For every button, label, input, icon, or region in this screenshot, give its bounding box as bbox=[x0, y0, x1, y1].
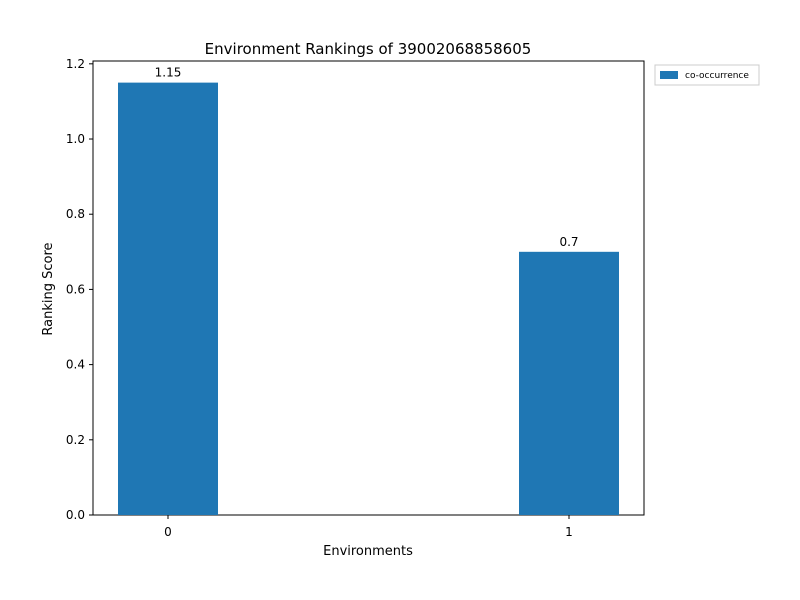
y-axis-label: Ranking Score bbox=[41, 242, 56, 335]
x-tick-label: 1 bbox=[565, 525, 573, 539]
y-tick-label: 0.2 bbox=[66, 433, 85, 447]
x-tick-label: 0 bbox=[164, 525, 172, 539]
y-tick-label: 0.6 bbox=[66, 282, 85, 296]
y-tick-label: 0.8 bbox=[66, 207, 85, 221]
bar bbox=[118, 82, 218, 515]
legend-label: co-occurrence bbox=[685, 71, 749, 81]
y-tick-label: 0.4 bbox=[66, 358, 85, 372]
y-tick-label: 1.0 bbox=[66, 132, 85, 146]
plot-area: 0.0 0.2 0.4 0.6 0.8 1.0 1.2 1.15 0 0.7 1 bbox=[66, 57, 645, 539]
y-tick-label: 1.2 bbox=[66, 57, 85, 71]
legend-swatch bbox=[660, 71, 678, 79]
chart-title: Environment Rankings of 39002068858605 bbox=[205, 40, 532, 58]
data-label: 1.15 bbox=[155, 66, 182, 80]
data-label: 0.7 bbox=[559, 235, 578, 249]
legend: co-occurrence bbox=[654, 64, 760, 86]
y-tick-label: 0.0 bbox=[66, 508, 85, 522]
bar bbox=[519, 251, 619, 516]
legend-box bbox=[654, 64, 760, 86]
x-axis-label: Environments bbox=[323, 544, 413, 559]
